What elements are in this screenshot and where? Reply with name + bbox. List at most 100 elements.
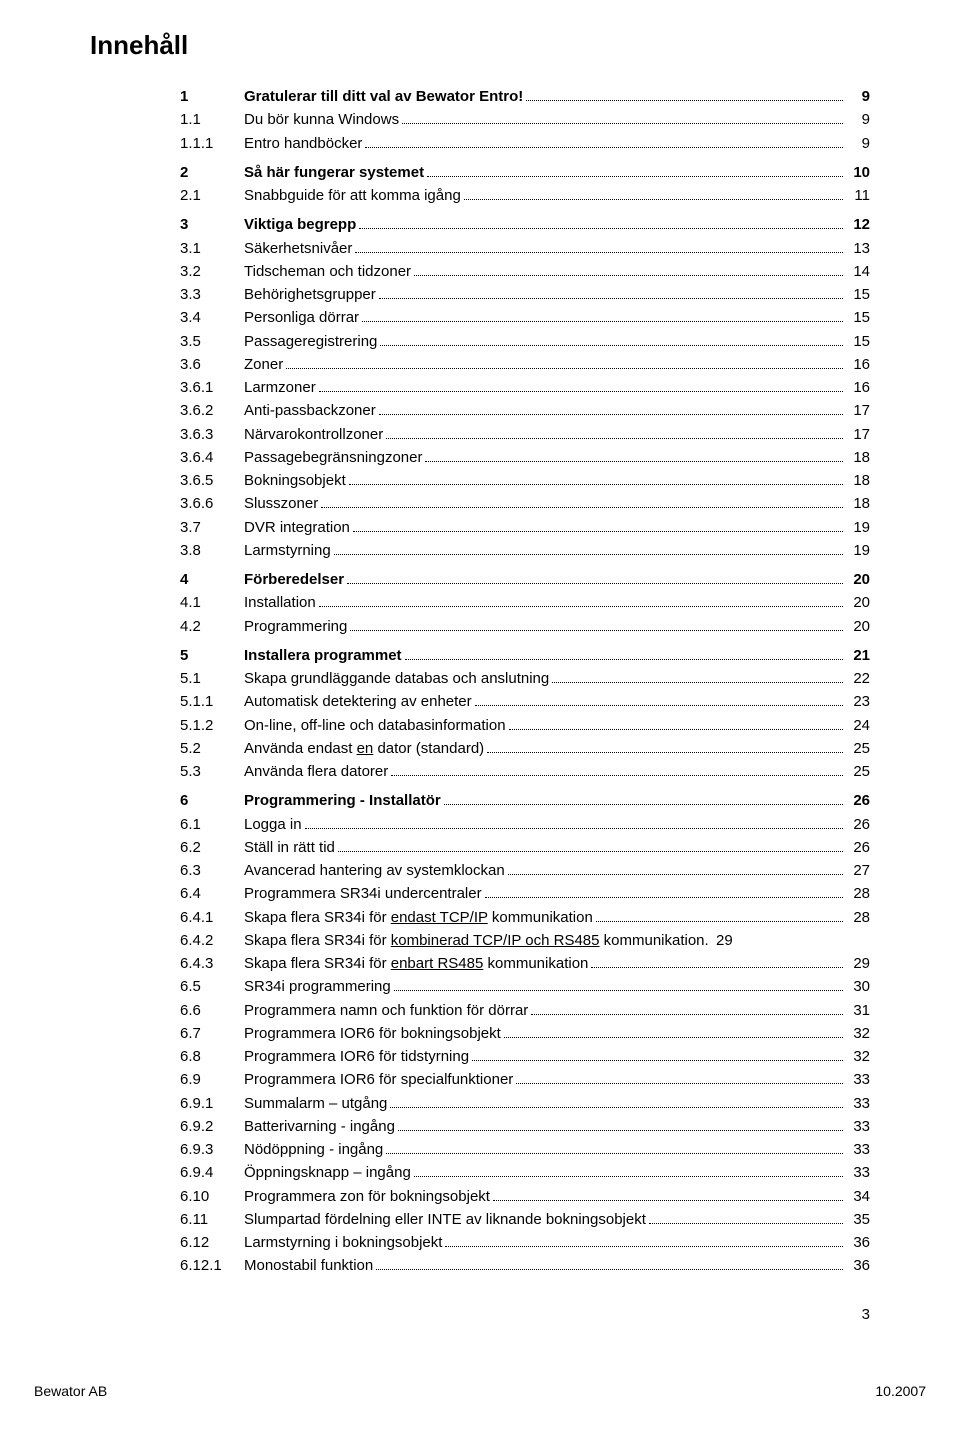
toc-page-number: 36: [846, 1231, 870, 1254]
toc-number: 6.9.1: [180, 1092, 244, 1115]
toc-number: 5.1.2: [180, 714, 244, 737]
toc-entry-title: Programmera zon för bokningsobjekt: [244, 1185, 490, 1208]
toc-entry-title: Logga in: [244, 813, 302, 836]
toc-entry-title: Monostabil funktion: [244, 1254, 373, 1277]
toc-page-number: 12: [846, 213, 870, 236]
toc-leader: [402, 123, 843, 124]
toc-page-number: 18: [846, 492, 870, 515]
toc-group: 2Så här fungerar systemet102.1Snabbguide…: [180, 161, 870, 208]
toc-leader: [359, 228, 843, 229]
toc-row: 6.8Programmera IOR6 för tidstyrning32: [180, 1045, 870, 1068]
toc-entry-title: Behörighetsgrupper: [244, 283, 376, 306]
toc-number: 6.9: [180, 1068, 244, 1091]
toc-leader: [444, 804, 843, 805]
toc-leader: [391, 775, 843, 776]
toc-leader: [334, 554, 843, 555]
toc-leader: [425, 461, 843, 462]
toc-page-number: 9: [846, 85, 870, 108]
toc-row: 3.6.6Slusszoner 18: [180, 492, 870, 515]
toc-page-number: 15: [846, 306, 870, 329]
toc-number: 3.2: [180, 260, 244, 283]
toc-number: 6.2: [180, 836, 244, 859]
toc-number: 6.4: [180, 882, 244, 905]
toc-page-number: 11: [846, 184, 870, 207]
toc-number: 5.1: [180, 667, 244, 690]
toc-number: 6.4.3: [180, 952, 244, 975]
toc-row: 4Förberedelser20: [180, 568, 870, 591]
toc-leader: [362, 321, 843, 322]
toc-group: 3Viktiga begrepp123.1Säkerhetsnivåer133.…: [180, 213, 870, 562]
toc-entry-title: Närvarokontrollzoner: [244, 423, 383, 446]
toc-entry-title: Larmzoner: [244, 376, 316, 399]
toc-entry-title: Skapa grundläggande databas och anslutni…: [244, 667, 549, 690]
toc-row: 5.2Använda endast en dator (standard)25: [180, 737, 870, 760]
toc-leader: [286, 368, 843, 369]
toc-leader: [305, 828, 843, 829]
toc-page-number: 28: [846, 882, 870, 905]
toc-entry-title: Anti-passbackzoner: [244, 399, 376, 422]
toc-row: 3.3Behörighetsgrupper15: [180, 283, 870, 306]
toc-row: 6.2Ställ in rätt tid26: [180, 836, 870, 859]
toc-page-number: 20: [846, 615, 870, 638]
toc-number: 6.9.3: [180, 1138, 244, 1161]
toc-leader: [552, 682, 843, 683]
toc-entry-title: Skapa flera SR34i för kombinerad TCP/IP …: [244, 929, 705, 952]
footer-left: Bewator AB: [34, 1383, 107, 1399]
toc-entry-title: Programmera IOR6 för specialfunktioner: [244, 1068, 513, 1091]
toc-leader: [414, 275, 843, 276]
toc-leader: [321, 507, 843, 508]
toc-row: 6.9.1Summalarm – utgång33: [180, 1092, 870, 1115]
toc-leader: [379, 414, 843, 415]
toc-row: 6.7Programmera IOR6 för bokningsobjekt32: [180, 1022, 870, 1045]
toc-page-number: 32: [846, 1022, 870, 1045]
toc-page-number: 26: [846, 836, 870, 859]
toc-page-number: 22: [846, 667, 870, 690]
toc-row: 6.12Larmstyrning i bokningsobjekt36: [180, 1231, 870, 1254]
toc-number: 3.6.6: [180, 492, 244, 515]
toc-entry-title: Använda endast en dator (standard): [244, 737, 484, 760]
toc-entry-title: Viktiga begrepp: [244, 213, 356, 236]
toc-row: 3.6Zoner16: [180, 353, 870, 376]
toc-number: 5.1.1: [180, 690, 244, 713]
toc-leader: [427, 176, 843, 177]
toc-row: 6.1Logga in26: [180, 813, 870, 836]
toc-page-number: 16: [846, 376, 870, 399]
toc-leader: [526, 100, 843, 101]
footer-right: 10.2007: [875, 1383, 926, 1399]
toc-row: 6.9.4Öppningsknapp – ingång33: [180, 1161, 870, 1184]
toc-row: 5.3Använda flera datorer25: [180, 760, 870, 783]
toc-page-number: 20: [846, 591, 870, 614]
toc-number: 4.1: [180, 591, 244, 614]
toc-number: 4: [180, 568, 244, 591]
toc-number: 6.3: [180, 859, 244, 882]
toc-page-number: 15: [846, 283, 870, 306]
toc-page-number: 18: [846, 469, 870, 492]
toc-page-number: 23: [846, 690, 870, 713]
toc-entry-title: Slumpartad fördelning eller INTE av likn…: [244, 1208, 646, 1231]
toc-number: 5.3: [180, 760, 244, 783]
toc-leader: [508, 874, 843, 875]
toc-group: 5Installera programmet215.1Skapa grundlä…: [180, 644, 870, 784]
toc-row: 1Gratulerar till ditt val av Bewator Ent…: [180, 85, 870, 108]
toc-entry-title: Automatisk detektering av enheter: [244, 690, 472, 713]
toc-page-number: 31: [846, 999, 870, 1022]
toc-entry-title: Passagebegränsningzoner: [244, 446, 422, 469]
toc-leader: [464, 199, 843, 200]
toc-number: 3.6: [180, 353, 244, 376]
toc-entry-title: Slusszoner: [244, 492, 318, 515]
toc-entry-title: Programmering: [244, 615, 347, 638]
toc-row: 6Programmering - Installatör26: [180, 789, 870, 812]
toc-leader: [386, 1153, 843, 1154]
toc-row: 3.6.2Anti-passbackzoner17: [180, 399, 870, 422]
toc-page-number: 33: [846, 1161, 870, 1184]
toc-row: 6.6Programmera namn och funktion för dör…: [180, 999, 870, 1022]
toc-page-number: 15: [846, 330, 870, 353]
toc-leader: [390, 1107, 843, 1108]
toc-leader: [398, 1130, 843, 1131]
toc-number: 6.10: [180, 1185, 244, 1208]
toc-row: 6.3Avancerad hantering av systemklockan2…: [180, 859, 870, 882]
toc-number: 6.8: [180, 1045, 244, 1068]
toc-number: 6.4.1: [180, 906, 244, 929]
toc-entry-title: SR34i programmering: [244, 975, 391, 998]
toc-page-number: 34: [846, 1185, 870, 1208]
